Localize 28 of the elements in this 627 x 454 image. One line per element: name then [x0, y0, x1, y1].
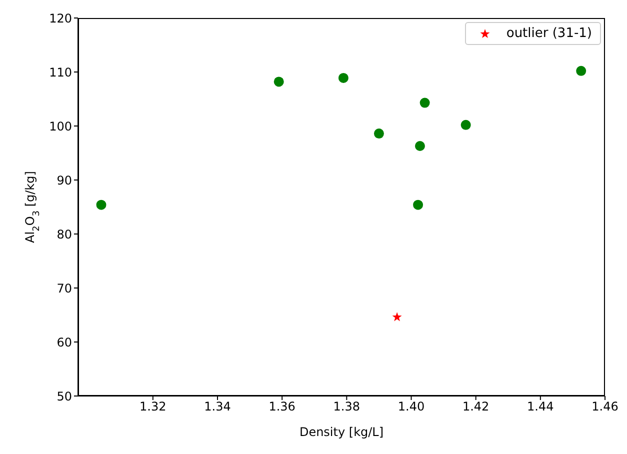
y-tick-label: 90: [56, 173, 72, 188]
x-tick-label: 1.42: [462, 400, 490, 414]
point: [413, 200, 424, 210]
y-tick-label: 50: [56, 389, 72, 404]
x-tick-label: 1.32: [140, 400, 166, 414]
x-tick-label: 1.36: [268, 400, 296, 414]
point: [374, 128, 384, 139]
y-tick-label: 110: [49, 65, 72, 80]
y-tick-label: 70: [56, 281, 72, 296]
x-tick-label: 1.40: [398, 400, 425, 414]
y-tick-label: 60: [56, 335, 72, 350]
legend-label: outlier (31-1): [506, 26, 592, 41]
x-tick-label: 1.38: [333, 400, 360, 414]
x-axis-title: Density [kg/L]: [299, 425, 384, 439]
point: [460, 120, 471, 130]
y-tick-label: 80: [56, 227, 72, 242]
point: [274, 76, 284, 87]
point: [96, 200, 106, 210]
point: [420, 98, 430, 108]
y-tick-label: 120: [49, 11, 72, 26]
point: [414, 140, 425, 151]
point: [576, 66, 586, 76]
y-tick-label: 100: [49, 119, 72, 134]
x-tick-label: 1.44: [527, 400, 554, 414]
point: [392, 312, 402, 322]
x-tick-label: 1.34: [204, 400, 231, 414]
point: [338, 72, 348, 83]
x-tick-label: 1.46: [592, 400, 618, 414]
